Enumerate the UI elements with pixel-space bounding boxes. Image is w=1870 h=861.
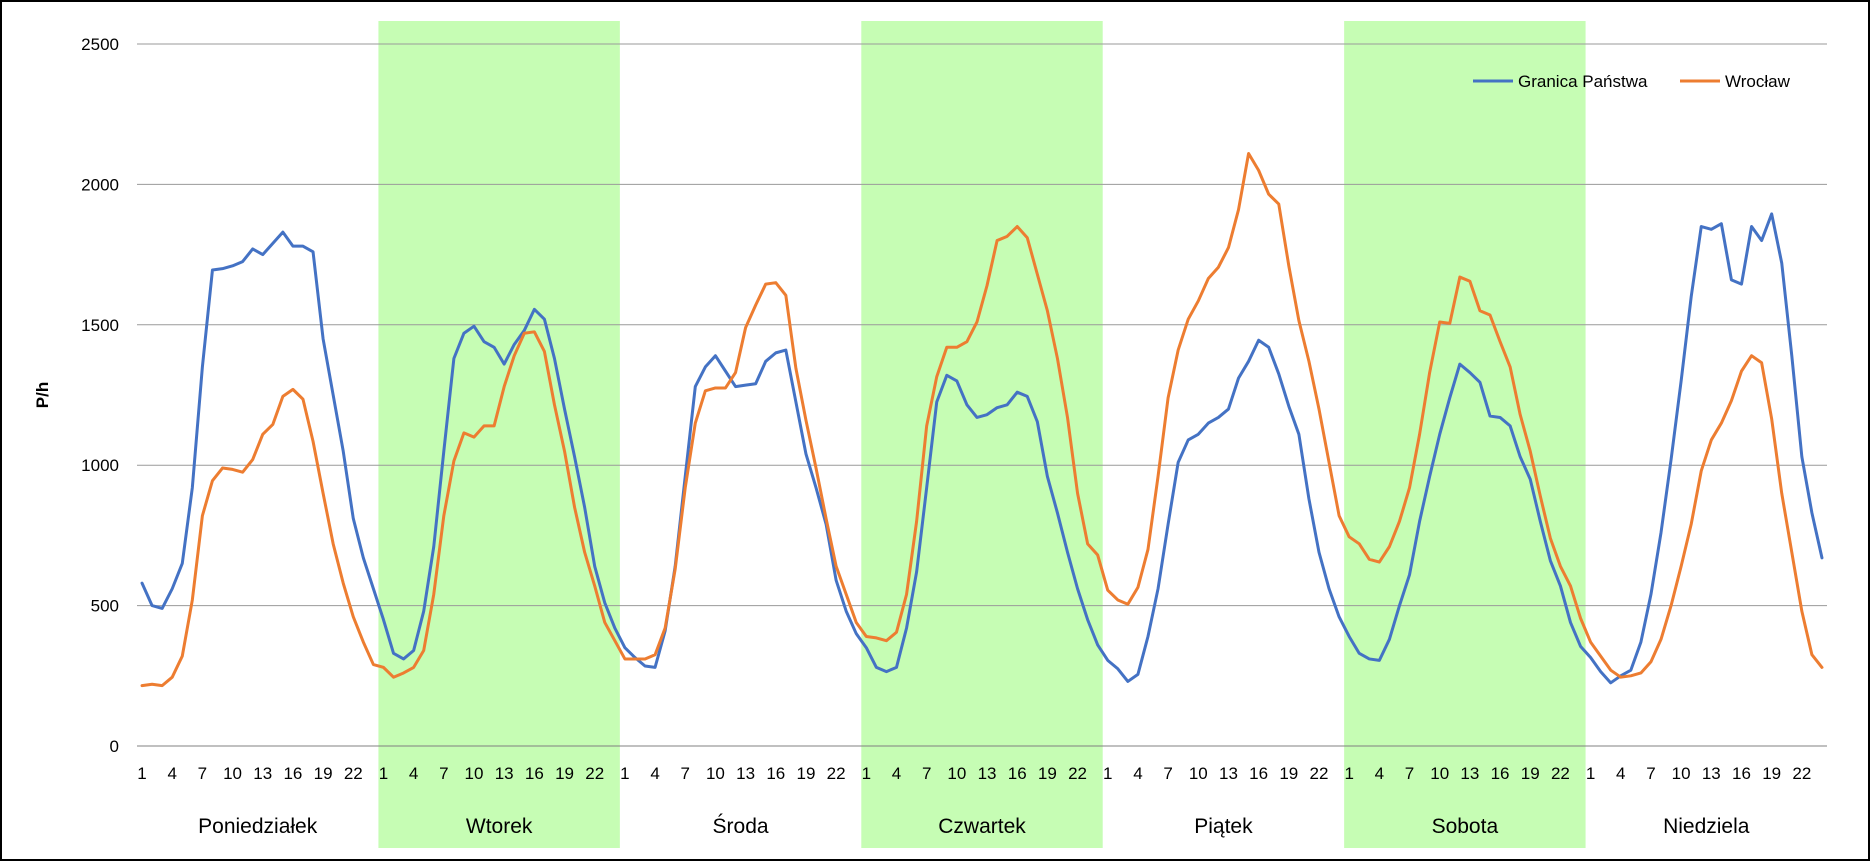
day-shading-layer bbox=[378, 21, 1586, 848]
legend: Granica Państwa Wrocław bbox=[1473, 72, 1791, 91]
y-tick-label: 1500 bbox=[81, 316, 119, 335]
day-shade-3 bbox=[861, 21, 1103, 848]
y-axis-label: P/h bbox=[33, 382, 52, 408]
x-tick-label: 7 bbox=[1163, 764, 1172, 783]
x-tick-label: 22 bbox=[1310, 764, 1329, 783]
day-shade-5 bbox=[1344, 21, 1586, 848]
x-tick-label: 19 bbox=[555, 764, 574, 783]
gridlines-layer bbox=[137, 43, 1827, 747]
day-labels-layer: Poniedziałek Wtorek Środa Czwartek Piątek Sob… bbox=[198, 814, 1750, 838]
y-tick-label: 0 bbox=[110, 737, 119, 756]
x-tick-label: 19 bbox=[314, 764, 333, 783]
x-tick-label: 13 bbox=[978, 764, 997, 783]
day-label-1: Wtorek bbox=[466, 815, 533, 838]
x-tick-label: 13 bbox=[495, 764, 514, 783]
x-tick-label: 1 bbox=[1586, 764, 1595, 783]
x-tick-label: 1 bbox=[620, 764, 629, 783]
x-tick-label: 4 bbox=[1616, 764, 1625, 783]
x-tick-label: 7 bbox=[681, 764, 690, 783]
x-tick-label: 10 bbox=[1430, 764, 1449, 783]
x-tick-label: 7 bbox=[198, 764, 207, 783]
x-tick-label: 10 bbox=[1672, 764, 1691, 783]
x-tick-label: 19 bbox=[1762, 764, 1781, 783]
x-tick-label: 1 bbox=[1103, 764, 1112, 783]
x-tick-label: 7 bbox=[1405, 764, 1414, 783]
x-tick-label: 19 bbox=[1279, 764, 1298, 783]
x-tick-label: 16 bbox=[1008, 764, 1027, 783]
tick-labels-layer: 0 500 1000 1500 2000 2500 1 4 7 10 13 16 19 22 1 4 7 10 13… bbox=[81, 35, 1811, 783]
x-tick-label: 4 bbox=[892, 764, 901, 783]
y-tick-label: 2000 bbox=[81, 175, 119, 194]
x-tick-label: 1 bbox=[862, 764, 871, 783]
x-tick-label: 4 bbox=[1133, 764, 1142, 783]
day-shade-1 bbox=[378, 21, 620, 848]
x-tick-label: 4 bbox=[650, 764, 659, 783]
x-tick-label: 13 bbox=[1702, 764, 1721, 783]
x-tick-label: 10 bbox=[947, 764, 966, 783]
x-tick-label: 13 bbox=[1219, 764, 1238, 783]
day-label-0: Poniedziałek bbox=[198, 815, 318, 838]
x-tick-label: 19 bbox=[796, 764, 815, 783]
x-tick-label: 22 bbox=[1792, 764, 1811, 783]
day-label-2: Środa bbox=[713, 814, 769, 838]
x-tick-label: 22 bbox=[344, 764, 363, 783]
day-label-3: Czwartek bbox=[938, 815, 1026, 838]
x-tick-label: 7 bbox=[922, 764, 931, 783]
x-tick-label: 10 bbox=[465, 764, 484, 783]
x-tick-label: 13 bbox=[736, 764, 755, 783]
x-tick-label: 1 bbox=[137, 764, 146, 783]
series-layer bbox=[140, 152, 1824, 688]
x-tick-label: 16 bbox=[525, 764, 544, 783]
x-tick-label: 7 bbox=[1646, 764, 1655, 783]
x-tick-label: 16 bbox=[283, 764, 302, 783]
x-tick-label: 19 bbox=[1038, 764, 1057, 783]
x-tick-label: 16 bbox=[1732, 764, 1751, 783]
x-tick-label: 13 bbox=[253, 764, 272, 783]
series-line-1 bbox=[140, 152, 1824, 688]
x-tick-label: 4 bbox=[1375, 764, 1384, 783]
legend-label-granica: Granica Państwa bbox=[1518, 72, 1648, 91]
y-tick-label: 500 bbox=[91, 597, 119, 616]
x-tick-label: 22 bbox=[827, 764, 846, 783]
x-tick-label: 19 bbox=[1521, 764, 1540, 783]
x-tick-label: 10 bbox=[223, 764, 242, 783]
x-tick-label: 16 bbox=[766, 764, 785, 783]
x-tick-label: 22 bbox=[1551, 764, 1570, 783]
series-line-0 bbox=[140, 212, 1824, 685]
day-label-4: Piątek bbox=[1194, 815, 1253, 838]
x-tick-label: 7 bbox=[439, 764, 448, 783]
day-label-5: Sobota bbox=[1432, 815, 1499, 838]
x-tick-label: 10 bbox=[706, 764, 725, 783]
x-tick-label: 22 bbox=[1068, 764, 1087, 783]
y-tick-label: 1000 bbox=[81, 456, 119, 475]
x-tick-label: 4 bbox=[167, 764, 176, 783]
x-tick-label: 22 bbox=[585, 764, 604, 783]
legend-label-wroclaw: Wrocław bbox=[1725, 72, 1791, 91]
day-label-6: Niedziela bbox=[1663, 815, 1750, 838]
x-tick-label: 1 bbox=[1344, 764, 1353, 783]
x-tick-label: 13 bbox=[1460, 764, 1479, 783]
x-tick-label: 4 bbox=[409, 764, 418, 783]
x-tick-label: 1 bbox=[379, 764, 388, 783]
x-tick-label: 16 bbox=[1249, 764, 1268, 783]
y-tick-label: 2500 bbox=[81, 35, 119, 54]
x-tick-label: 16 bbox=[1491, 764, 1510, 783]
x-tick-label: 10 bbox=[1189, 764, 1208, 783]
